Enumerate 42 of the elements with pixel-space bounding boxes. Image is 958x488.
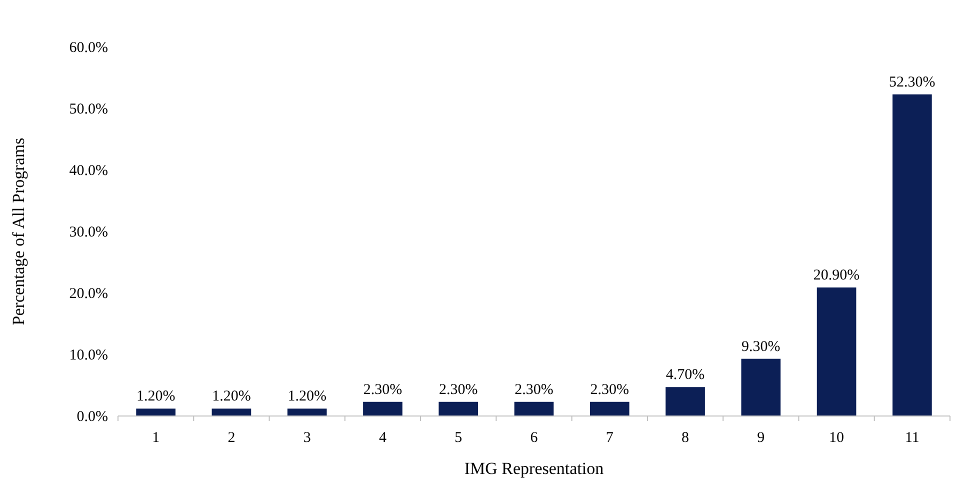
- x-axis-title: IMG Representation: [464, 459, 604, 478]
- bar: [136, 408, 176, 416]
- x-tick-label: 9: [757, 430, 765, 446]
- y-tick-label: 10.0%: [69, 348, 108, 364]
- data-label: 20.90%: [813, 267, 860, 284]
- data-label: 1.20%: [288, 388, 326, 405]
- x-tick-label: 3: [303, 430, 311, 446]
- x-tick-label: 4: [378, 430, 387, 446]
- bar: [514, 402, 554, 416]
- y-tick-label: 0.0%: [76, 409, 108, 425]
- data-label: 2.30%: [514, 382, 554, 398]
- bar: [438, 402, 478, 416]
- data-label: 2.30%: [438, 382, 478, 398]
- y-tick-label: 60.0%: [69, 40, 108, 56]
- data-label: 4.70%: [666, 367, 705, 384]
- y-tick-label: 40.0%: [69, 163, 108, 179]
- x-tick-label: 1: [152, 430, 160, 446]
- x-tick-label: 5: [454, 430, 462, 446]
- bar: [363, 402, 402, 416]
- bar: [666, 387, 705, 416]
- bar: [212, 408, 252, 416]
- bar: [741, 358, 781, 416]
- y-tick-label: 20.0%: [69, 286, 108, 302]
- bar: [287, 408, 327, 416]
- x-tick-label: 2: [228, 430, 236, 446]
- y-tick-label: 30.0%: [69, 224, 108, 240]
- x-tick-label: 11: [904, 430, 920, 446]
- bar: [892, 94, 932, 416]
- x-tick-label: 10: [829, 430, 844, 446]
- data-label: 1.20%: [212, 388, 251, 405]
- y-tick-label: 50.0%: [69, 102, 108, 118]
- data-label: 2.30%: [590, 382, 630, 398]
- bar: [816, 287, 856, 416]
- data-label: 2.30%: [363, 382, 402, 398]
- bar: [590, 402, 630, 416]
- x-tick-label: 6: [530, 430, 538, 446]
- data-label: 9.30%: [742, 338, 780, 355]
- x-tick-label: 7: [606, 430, 614, 446]
- data-label: 52.30%: [889, 74, 936, 90]
- data-label: 1.20%: [136, 388, 176, 405]
- y-axis-title: Percentage of All Programs: [9, 138, 28, 326]
- x-tick-label: 8: [682, 430, 690, 446]
